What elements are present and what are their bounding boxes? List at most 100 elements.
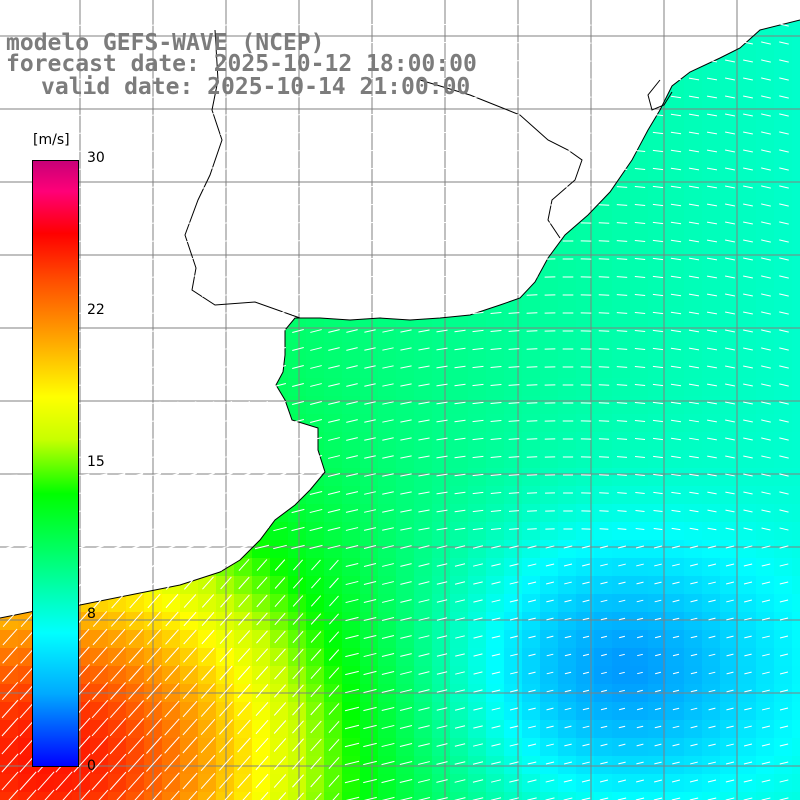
wind-vector bbox=[400, 401, 412, 405]
wind-vector bbox=[508, 492, 520, 494]
field-cell bbox=[522, 504, 540, 522]
wind-vector bbox=[219, 293, 233, 297]
wind-vector bbox=[688, 347, 700, 351]
wind-vector bbox=[364, 491, 376, 495]
wind-vector bbox=[238, 329, 250, 333]
wind-vector bbox=[237, 773, 251, 789]
wind-vector bbox=[256, 95, 268, 99]
field-cell bbox=[630, 360, 648, 378]
wind-vector bbox=[654, 563, 662, 567]
field-cell bbox=[108, 648, 126, 666]
wind-vector bbox=[616, 402, 628, 404]
wind-vector bbox=[418, 653, 430, 657]
wind-vector bbox=[129, 455, 143, 459]
field-cell bbox=[180, 630, 198, 648]
field-cell bbox=[594, 450, 612, 468]
wind-vector bbox=[256, 293, 268, 297]
field-cell bbox=[684, 288, 702, 306]
wind-vector bbox=[255, 454, 269, 460]
wind-vector bbox=[346, 347, 358, 351]
wind-vector bbox=[779, 671, 789, 675]
colorbar-tick-22: 22 bbox=[87, 302, 105, 318]
wind-vector bbox=[310, 419, 322, 423]
wind-vector bbox=[508, 474, 520, 476]
wind-vector bbox=[273, 401, 287, 405]
field-cell bbox=[702, 450, 720, 468]
field-cell bbox=[774, 342, 792, 360]
wind-vector bbox=[129, 221, 143, 225]
wind-vector bbox=[183, 95, 197, 99]
wind-vector bbox=[454, 149, 466, 153]
wind-vector bbox=[652, 275, 664, 279]
field-cell bbox=[576, 738, 594, 756]
field-cell bbox=[648, 144, 666, 162]
wind-vector bbox=[346, 131, 358, 135]
field-cell bbox=[738, 54, 756, 72]
wind-vector bbox=[147, 239, 161, 243]
field-cell bbox=[198, 594, 216, 612]
wind-vector bbox=[508, 258, 520, 260]
wind-vector bbox=[761, 23, 771, 27]
wind-vector bbox=[436, 653, 448, 657]
wind-vector bbox=[598, 204, 610, 206]
field-cell bbox=[684, 90, 702, 108]
field-cell bbox=[630, 432, 648, 450]
field-cell bbox=[774, 270, 792, 288]
wind-vector bbox=[93, 593, 107, 609]
field-cell bbox=[378, 756, 396, 774]
wind-vector bbox=[653, 527, 663, 531]
field-cell bbox=[720, 72, 738, 90]
field-cell bbox=[720, 90, 738, 108]
field-cell bbox=[432, 432, 450, 450]
wind-vector bbox=[310, 311, 322, 315]
field-cell bbox=[306, 630, 324, 648]
field-cell bbox=[306, 396, 324, 414]
field-cell bbox=[648, 792, 666, 800]
wind-vector bbox=[508, 78, 520, 80]
wind-vector bbox=[201, 41, 215, 45]
field-cell bbox=[504, 324, 522, 342]
wind-vector bbox=[436, 617, 448, 621]
wind-vector bbox=[490, 455, 502, 459]
wind-vector bbox=[743, 779, 753, 783]
wind-vector bbox=[762, 671, 770, 675]
wind-vector bbox=[382, 257, 394, 261]
wind-vector bbox=[238, 23, 250, 27]
wind-vector bbox=[706, 347, 718, 351]
wind-vector bbox=[238, 221, 250, 225]
field-cell bbox=[648, 342, 666, 360]
field-cell bbox=[630, 198, 648, 216]
field-cell bbox=[396, 558, 414, 576]
wind-vector bbox=[779, 473, 789, 477]
wind-vector bbox=[671, 509, 681, 513]
field-cell bbox=[792, 738, 800, 756]
field-cell bbox=[738, 90, 756, 108]
field-cell bbox=[648, 612, 666, 630]
wind-vector bbox=[652, 329, 664, 333]
wind-vector bbox=[779, 707, 789, 711]
wind-vector bbox=[128, 629, 144, 645]
colorbar-tick-30: 30 bbox=[87, 150, 105, 166]
wind-vector bbox=[743, 95, 753, 99]
wind-vector bbox=[164, 647, 180, 663]
wind-vector bbox=[490, 347, 502, 351]
wind-vector bbox=[220, 203, 232, 207]
field-cell bbox=[450, 702, 468, 720]
wind-vector bbox=[508, 510, 520, 512]
wind-vector bbox=[652, 419, 664, 423]
wind-vector bbox=[309, 472, 323, 478]
wind-vector bbox=[706, 221, 718, 225]
field-cell bbox=[630, 180, 648, 198]
wind-vector bbox=[706, 131, 718, 135]
field-cell bbox=[432, 522, 450, 540]
wind-vector bbox=[165, 131, 179, 135]
wind-vector bbox=[183, 311, 197, 315]
wind-vector bbox=[688, 77, 700, 81]
wind-vector bbox=[57, 77, 71, 81]
wind-vector bbox=[400, 653, 412, 657]
wind-vector bbox=[707, 473, 717, 477]
wind-vector bbox=[201, 113, 215, 117]
wind-vector bbox=[454, 545, 466, 549]
wind-vector bbox=[779, 221, 789, 225]
wind-vector bbox=[111, 575, 125, 591]
